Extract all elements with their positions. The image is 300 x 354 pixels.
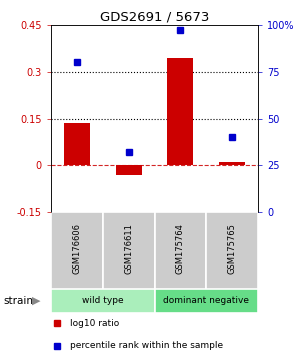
Text: percentile rank within the sample: percentile rank within the sample <box>70 341 223 350</box>
Text: GSM176611: GSM176611 <box>124 223 133 274</box>
Text: GSM175764: GSM175764 <box>176 223 185 274</box>
Text: GSM176606: GSM176606 <box>72 223 81 274</box>
Text: dominant negative: dominant negative <box>163 296 249 306</box>
Text: ▶: ▶ <box>32 296 40 306</box>
Bar <box>219 162 245 165</box>
Bar <box>103 212 154 289</box>
Text: wild type: wild type <box>82 296 124 306</box>
Text: log10 ratio: log10 ratio <box>70 319 119 328</box>
Title: GDS2691 / 5673: GDS2691 / 5673 <box>100 11 209 24</box>
Bar <box>154 289 258 313</box>
Bar <box>51 212 103 289</box>
Bar <box>167 58 193 165</box>
Text: strain: strain <box>3 296 33 306</box>
Bar <box>206 212 258 289</box>
Bar <box>51 289 154 313</box>
Bar <box>116 165 142 175</box>
Bar <box>154 212 206 289</box>
Bar <box>64 123 90 165</box>
Text: GSM175765: GSM175765 <box>228 223 237 274</box>
